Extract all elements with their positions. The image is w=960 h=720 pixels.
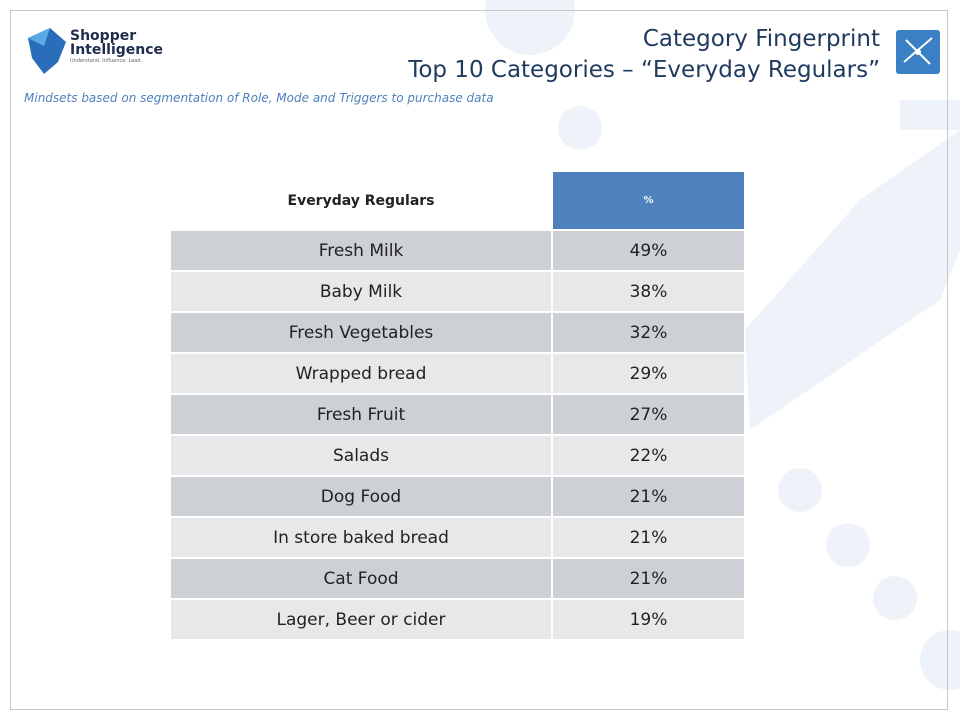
title: Category Fingerprint	[642, 26, 880, 52]
table-cell: 21%	[553, 559, 744, 598]
note: Mindsets based on segmentation of Role, …	[24, 91, 494, 105]
table-cell: In store baked bread	[171, 518, 551, 557]
table-cell: 32%	[553, 313, 744, 352]
table-cell: 49%	[553, 231, 744, 270]
table-cell: Dog Food	[171, 477, 551, 516]
slide-frame	[10, 10, 948, 710]
table-cell: 21%	[553, 518, 744, 557]
table-cell: Lager, Beer or cider	[171, 600, 551, 639]
table-cell: Wrapped bread	[171, 354, 551, 393]
table-cell: 21%	[553, 477, 744, 516]
logo-name: Shopper Intelligence	[70, 28, 164, 58]
table-cell: Fresh Milk	[171, 231, 551, 270]
table-cell: 38%	[553, 272, 744, 311]
table-cell: Cat Food	[171, 559, 551, 598]
table-cell: Fresh Fruit	[171, 395, 551, 434]
table-cell: 29%	[553, 354, 744, 393]
table-cell: Fresh Vegetables	[171, 313, 551, 352]
logo-mark-top	[28, 28, 50, 46]
subtitle: Top 10 Categories – “Everyday Regulars”	[408, 57, 880, 83]
header-cell: %	[553, 172, 744, 229]
header-cell: Everyday Regulars	[171, 172, 551, 229]
table-cell: Baby Milk	[171, 272, 551, 311]
table-cell: 22%	[553, 436, 744, 475]
logo-tagline: Understand. Influence. Lead.	[70, 58, 143, 64]
table-cell: 19%	[553, 600, 744, 639]
table-cell: Salads	[171, 436, 551, 475]
table-cell: 27%	[553, 395, 744, 434]
